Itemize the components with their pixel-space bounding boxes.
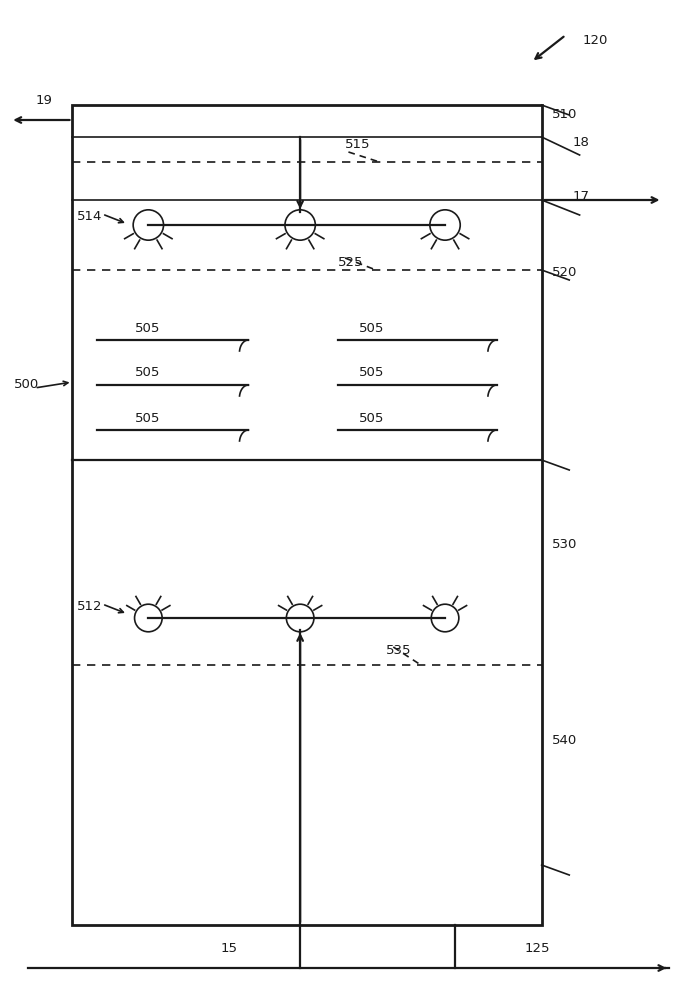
Text: 125: 125 <box>524 942 550 954</box>
Text: 535: 535 <box>386 645 412 658</box>
Text: 500: 500 <box>14 378 39 391</box>
Text: 18: 18 <box>573 135 589 148</box>
Text: 540: 540 <box>552 734 578 746</box>
Bar <box>72 105 542 925</box>
Text: 525: 525 <box>338 255 364 268</box>
Text: 19: 19 <box>36 94 52 106</box>
Text: 120: 120 <box>583 33 609 46</box>
Text: 510: 510 <box>552 108 578 121</box>
Text: 512: 512 <box>77 600 103 613</box>
Text: 505: 505 <box>135 322 160 334</box>
Text: 505: 505 <box>359 412 384 424</box>
Text: 515: 515 <box>345 137 371 150</box>
Text: 520: 520 <box>552 265 578 278</box>
Text: 15: 15 <box>221 942 238 954</box>
Text: 505: 505 <box>359 366 384 379</box>
Text: 530: 530 <box>552 538 578 552</box>
Text: 505: 505 <box>359 322 384 334</box>
Text: 505: 505 <box>135 366 160 379</box>
Text: 514: 514 <box>77 211 103 224</box>
Text: 505: 505 <box>135 412 160 424</box>
Text: 17: 17 <box>573 190 590 204</box>
